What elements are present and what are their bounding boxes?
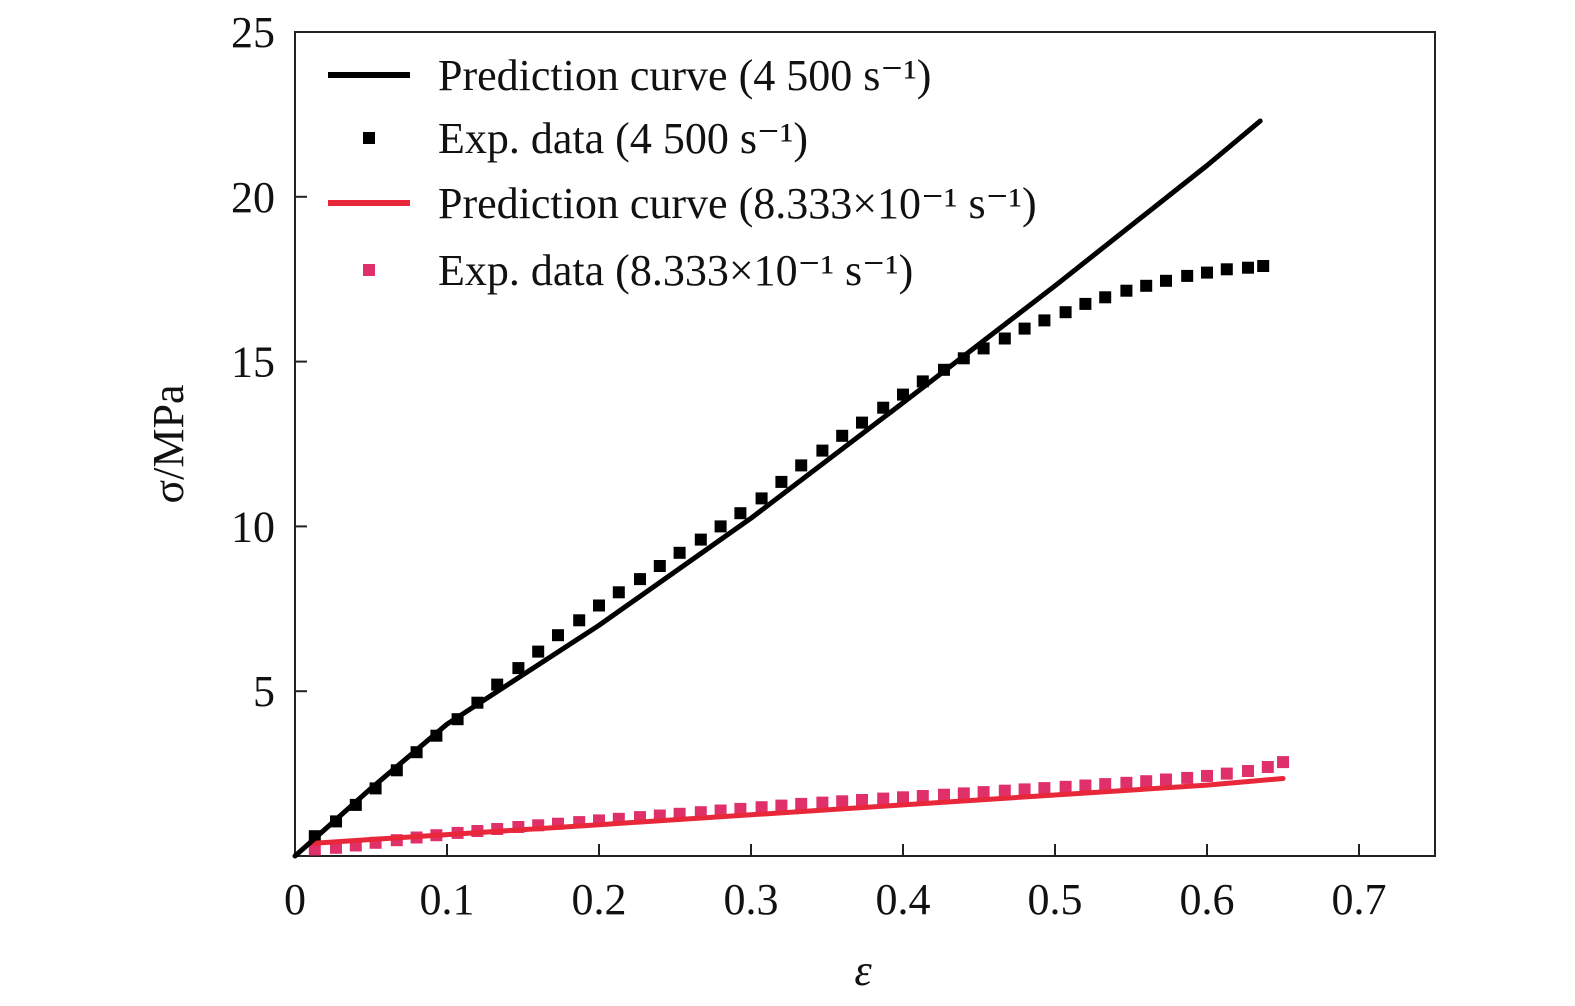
data-point-3 <box>1099 778 1112 791</box>
data-point-3 <box>1277 756 1289 769</box>
data-point-1 <box>836 429 849 442</box>
data-point-3 <box>1201 769 1213 782</box>
data-point-3 <box>714 804 727 817</box>
data-point-3 <box>1181 771 1194 784</box>
data-point-3 <box>734 802 747 815</box>
data-point-1 <box>673 546 686 559</box>
x-axis-title: ε <box>854 946 872 995</box>
data-point-3 <box>816 796 829 809</box>
data-point-1 <box>877 401 890 414</box>
x-axis: 0 0.1 0.2 0.3 0.4 0.5 0.6 0.7 <box>284 844 1387 924</box>
y-tick-label: 20 <box>231 173 275 222</box>
legend-marker-swatch <box>363 264 375 276</box>
data-point-3 <box>998 784 1011 797</box>
data-point-3 <box>1038 782 1051 795</box>
data-point-3 <box>1261 761 1274 773</box>
y-axis-title: σ/MPa <box>144 384 193 503</box>
x-tick-label: 0 <box>284 875 306 924</box>
data-point-1 <box>856 416 868 429</box>
data-point-3 <box>957 787 970 800</box>
data-point-3 <box>897 791 909 804</box>
data-point-1 <box>552 629 564 642</box>
data-point-3 <box>916 790 929 802</box>
legend-label: Exp. data (8.333×10⁻¹ s⁻¹) <box>438 246 913 295</box>
data-point-1 <box>1038 314 1051 327</box>
data-point-1 <box>1201 266 1213 279</box>
data-point-3 <box>775 799 788 812</box>
legend-label: Exp. data (4 500 s⁻¹) <box>438 114 808 163</box>
data-point-1 <box>573 614 586 627</box>
data-point-1 <box>1079 297 1092 310</box>
data-point-1 <box>612 586 625 599</box>
data-point-1 <box>1257 260 1270 272</box>
data-point-3 <box>877 792 890 805</box>
x-tick-label: 0.3 <box>724 875 779 924</box>
data-point-3 <box>1079 779 1092 792</box>
data-point-1 <box>512 662 525 675</box>
x-tick-label: 0.1 <box>420 875 475 924</box>
data-point-1 <box>816 444 829 457</box>
data-point-1 <box>714 520 727 533</box>
legend: Prediction curve (4 500 s⁻¹) Exp. data (4… <box>328 51 1037 295</box>
legend-marker-swatch <box>363 132 375 144</box>
data-point-1 <box>593 599 605 612</box>
data-point-3 <box>1120 776 1133 789</box>
x-tick-label: 0.4 <box>876 875 931 924</box>
y-tick-label: 5 <box>253 667 275 716</box>
data-point-3 <box>938 788 950 801</box>
data-point-1 <box>734 507 747 520</box>
series-line-0 <box>292 118 1263 859</box>
x-tick-label: 0.6 <box>1180 875 1235 924</box>
data-point-1 <box>1018 322 1031 335</box>
data-point-1 <box>1160 274 1172 287</box>
data-point-3 <box>836 795 849 808</box>
y-tick-label: 15 <box>231 338 275 387</box>
data-point-3 <box>1018 783 1031 796</box>
data-point-3 <box>755 801 768 814</box>
data-point-3 <box>330 841 342 854</box>
y-axis: 5 10 15 20 25 <box>231 8 307 716</box>
data-point-1 <box>1140 279 1153 292</box>
data-point-3 <box>977 786 990 799</box>
y-tick-label: 10 <box>231 502 275 551</box>
data-point-3 <box>1220 767 1233 780</box>
data-point-1 <box>1099 291 1112 304</box>
data-point-3 <box>1160 773 1172 786</box>
legend-label: Prediction curve (8.333×10⁻¹ s⁻¹) <box>438 179 1037 228</box>
legend-label: Prediction curve (4 500 s⁻¹) <box>438 51 931 100</box>
data-point-1 <box>532 645 545 658</box>
data-point-1 <box>694 533 707 546</box>
data-point-1 <box>653 560 666 572</box>
data-point-1 <box>1220 263 1233 276</box>
data-point-3 <box>1140 775 1153 788</box>
x-tick-label: 0.7 <box>1332 875 1387 924</box>
data-point-3 <box>694 806 707 819</box>
plot-frame <box>294 31 1436 857</box>
plot-area <box>292 118 1289 859</box>
data-point-3 <box>308 843 321 856</box>
y-tick-label: 25 <box>231 8 275 57</box>
data-point-1 <box>634 573 646 586</box>
data-point-1 <box>1120 284 1133 297</box>
data-point-3 <box>795 797 808 810</box>
data-point-1 <box>1242 261 1254 274</box>
x-tick-label: 0.2 <box>572 875 627 924</box>
data-point-3 <box>1242 765 1254 777</box>
series-line-2 <box>307 776 1286 846</box>
data-point-1 <box>795 459 808 472</box>
data-point-1 <box>775 475 788 488</box>
data-point-3 <box>1059 780 1072 793</box>
data-point-3 <box>856 794 868 806</box>
data-point-1 <box>755 492 768 505</box>
data-point-1 <box>998 332 1011 345</box>
data-point-1 <box>1181 269 1194 282</box>
data-point-1 <box>1059 306 1072 319</box>
x-tick-label: 0.5 <box>1028 875 1083 924</box>
